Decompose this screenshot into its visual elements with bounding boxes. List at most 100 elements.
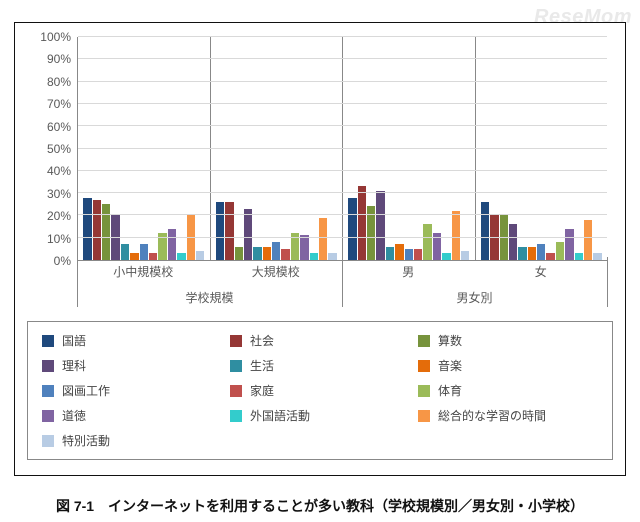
x-axis-separators [77, 261, 607, 285]
legend-label: 図画工作 [62, 382, 110, 399]
legend-label: 家庭 [250, 382, 274, 399]
bar [509, 224, 517, 260]
legend-item: 総合的な学習の時間 [418, 407, 598, 424]
legend-swatch [42, 410, 54, 422]
y-axis: 0%10%20%30%40%50%60%70%80%90%100% [27, 37, 75, 261]
legend-item: 算数 [418, 332, 598, 349]
legend-item: 家庭 [230, 382, 410, 399]
bar [149, 253, 157, 260]
bar [168, 229, 176, 260]
legend-swatch [418, 335, 430, 347]
bar-group [211, 37, 344, 260]
legend-item: 図画工作 [42, 382, 222, 399]
bar [490, 215, 498, 260]
bar [546, 253, 554, 260]
bar [319, 218, 327, 260]
bar [461, 251, 469, 260]
legend-item: 国語 [42, 332, 222, 349]
bar [500, 215, 508, 260]
bar [575, 253, 583, 260]
legend-swatch [42, 360, 54, 372]
bar [423, 224, 431, 260]
bar [358, 186, 366, 260]
legend-swatch [42, 435, 54, 447]
y-tick-label: 70% [47, 97, 71, 111]
y-tick-label: 30% [47, 187, 71, 201]
legend-label: 理科 [62, 357, 86, 374]
legend-swatch [230, 410, 242, 422]
legend-item: 特別活動 [42, 432, 222, 449]
legend-label: 外国語活動 [250, 407, 310, 424]
gridline [78, 36, 607, 37]
legend-item: 外国語活動 [230, 407, 410, 424]
bar [310, 253, 318, 260]
legend-label: 生活 [250, 357, 274, 374]
legend-label: 国語 [62, 332, 86, 349]
legend-swatch [230, 360, 242, 372]
legend-item: 社会 [230, 332, 410, 349]
gridline [78, 214, 607, 215]
bar [121, 244, 129, 260]
figure-caption: 図 7-1 インターネットを利用することが多い教科（学校規模別／男女別・小学校） [0, 496, 640, 516]
grouped-bar-chart: 0%10%20%30%40%50%60%70%80%90%100% 小中規模校大… [27, 33, 613, 313]
legend-item: 道徳 [42, 407, 222, 424]
legend-item: 理科 [42, 357, 222, 374]
bar [300, 235, 308, 260]
legend-swatch [230, 385, 242, 397]
legend-swatch [42, 385, 54, 397]
legend-swatch [42, 335, 54, 347]
legend-label: 算数 [438, 332, 462, 349]
bar [102, 204, 110, 260]
x-group-label: 男女別 [342, 289, 607, 307]
bar [442, 253, 450, 260]
bar-groups [78, 37, 607, 260]
bar [528, 247, 536, 260]
bar [111, 215, 119, 260]
bar [263, 247, 271, 260]
bars [216, 37, 337, 260]
y-tick-label: 50% [47, 142, 71, 156]
x-group-label: 学校規模 [77, 289, 342, 307]
bar [244, 209, 252, 260]
gridline [78, 58, 607, 59]
bar [328, 253, 336, 260]
gridline [78, 81, 607, 82]
legend-label: 音楽 [438, 357, 462, 374]
bar [253, 247, 261, 260]
gridline [78, 103, 607, 104]
bar [518, 247, 526, 260]
y-tick-label: 10% [47, 232, 71, 246]
bar [386, 247, 394, 260]
bar [584, 220, 592, 260]
bar-group [476, 37, 608, 260]
bar [83, 198, 91, 260]
bar [140, 244, 148, 260]
gridline [78, 125, 607, 126]
bar [565, 229, 573, 260]
y-tick-label: 80% [47, 75, 71, 89]
y-tick-label: 0% [54, 254, 71, 268]
bar [593, 253, 601, 260]
legend-label: 道徳 [62, 407, 86, 424]
bar [130, 253, 138, 260]
bar [395, 244, 403, 260]
y-tick-label: 40% [47, 164, 71, 178]
bar-group [78, 37, 211, 260]
bar [196, 251, 204, 260]
bar [481, 202, 489, 260]
bar [272, 242, 280, 260]
legend-label: 特別活動 [62, 432, 110, 449]
legend-item: 体育 [418, 382, 598, 399]
gridline [78, 170, 607, 171]
gridline [78, 148, 607, 149]
bars [83, 37, 204, 260]
bar [348, 198, 356, 260]
bars [481, 37, 602, 260]
chart-panel: 0%10%20%30%40%50%60%70%80%90%100% 小中規模校大… [14, 22, 626, 476]
x-axis-level2: 学校規模男女別 [77, 289, 607, 307]
bar [235, 247, 243, 260]
bar [405, 249, 413, 260]
y-tick-label: 90% [47, 52, 71, 66]
legend-item: 生活 [230, 357, 410, 374]
gridline [78, 237, 607, 238]
